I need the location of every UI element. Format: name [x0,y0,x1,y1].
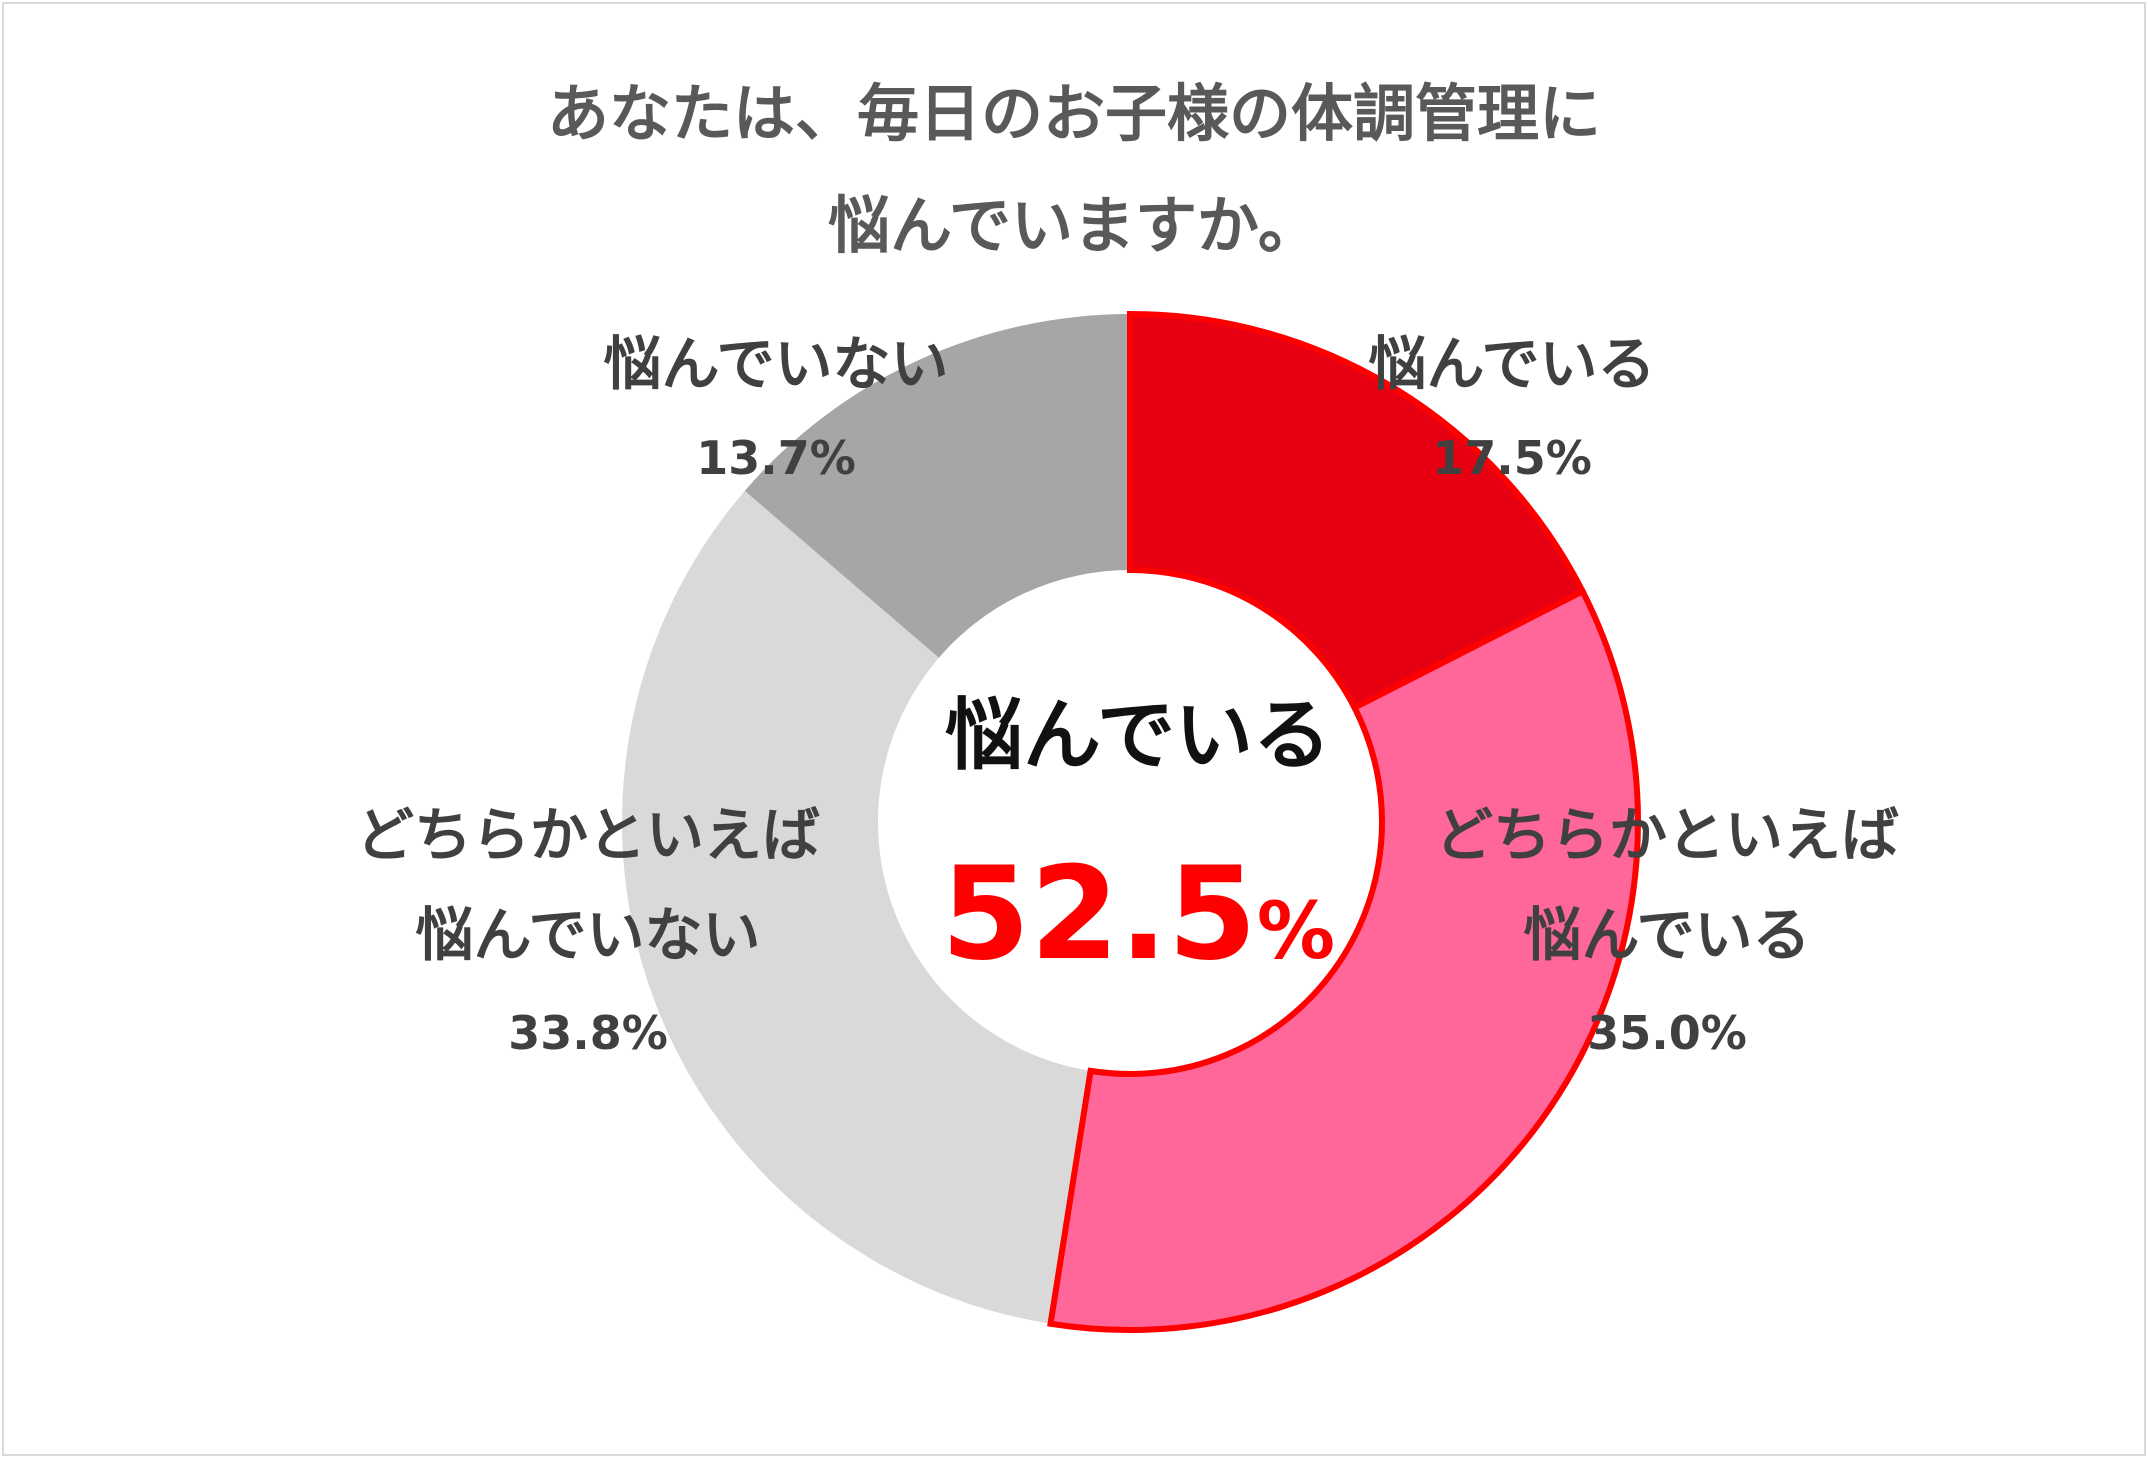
slice-value-label-4: 13.7% [696,431,856,485]
slice-category-label-2: 悩んでいる [1523,901,1810,969]
chart-title: あなたは、毎日のお子様の体調管理に 悩んでいますか。 [0,58,2148,282]
donut-slice-2 [1047,587,1641,1333]
slice-value-label-2: 35.0% [1587,1006,1747,1060]
chart-title-line-1: あなたは、毎日のお子様の体調管理に [546,77,1601,150]
donut-slice-1 [1127,310,1587,712]
center-value: 52.5% [941,840,1335,989]
slice-labels: 悩んでいる17.5%どちらかといえば悩んでいる35.0%どちらかといえば悩んでい… [356,330,1899,1060]
center-label: 悩んでいる [945,691,1331,781]
slice-value-label-1: 17.5% [1432,431,1592,485]
donut-slice-3 [621,490,1091,1324]
slice-category-label-1: 悩んでいる [1368,330,1655,398]
slice-category-label-3: 悩んでいない [415,901,760,969]
center-value-unit: % [1257,887,1335,977]
donut-slices [621,310,1641,1333]
donut-slice-4 [744,314,1130,658]
slice-category-label-3: どちらかといえば [356,801,820,869]
chart-title-line-2: 悩んでいますか。 [828,189,1320,262]
slice-category-label-4: 悩んでいない [603,330,948,398]
slice-category-label-2: どちらかといえば [1435,801,1899,869]
center-value-number: 52.5 [941,840,1257,989]
slice-value-label-3: 33.8% [508,1006,668,1060]
